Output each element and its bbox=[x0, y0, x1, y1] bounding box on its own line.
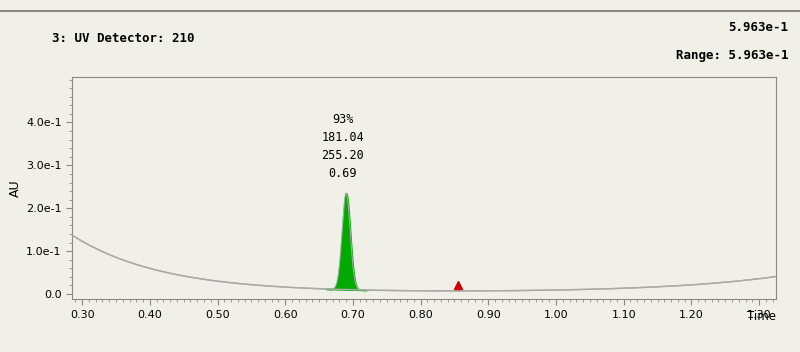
Text: 3: UV Detector: 210: 3: UV Detector: 210 bbox=[52, 32, 194, 45]
Text: Range: 5.963e-1: Range: 5.963e-1 bbox=[675, 49, 788, 62]
Text: 5.963e-1: 5.963e-1 bbox=[728, 21, 788, 34]
Y-axis label: AU: AU bbox=[9, 180, 22, 197]
Text: Time: Time bbox=[747, 310, 776, 323]
Text: 93%
181.04
255.20
0.69: 93% 181.04 255.20 0.69 bbox=[322, 113, 364, 180]
